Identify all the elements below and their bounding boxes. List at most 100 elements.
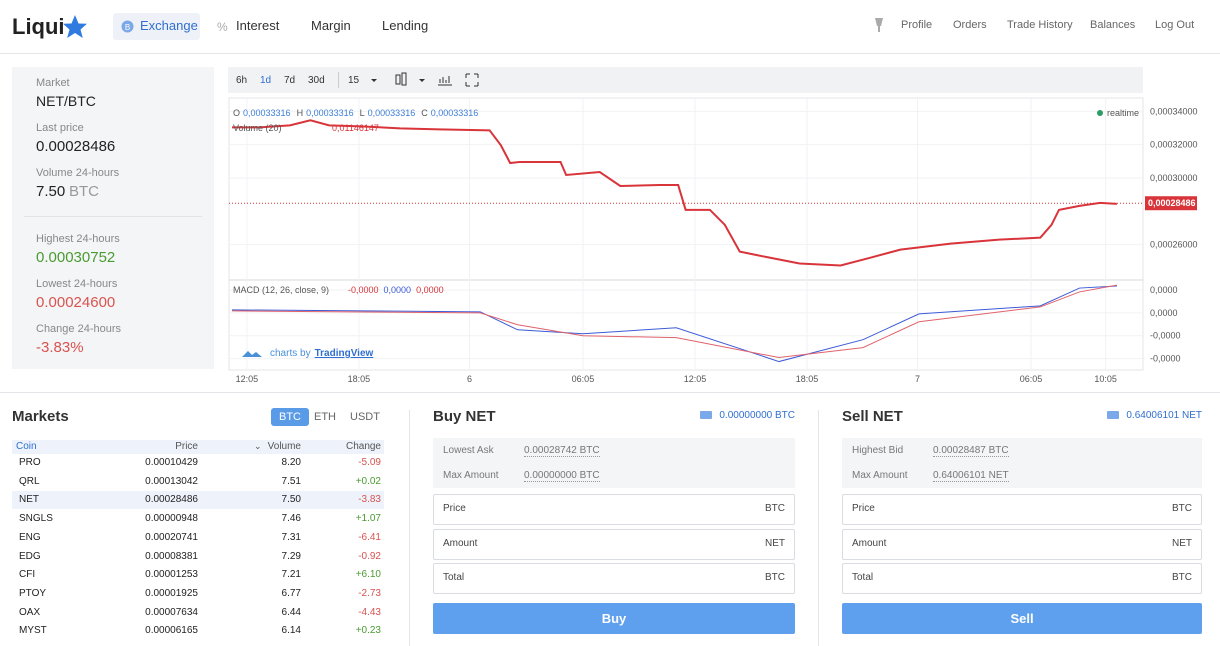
submit-button[interactable]: Buy [433, 603, 795, 634]
macd-tick-label: 0,0000 [1150, 285, 1178, 295]
top-nav: Liqui B % [0, 0, 1220, 54]
stat-label: Highest 24-hours [36, 233, 120, 245]
coin-cell[interactable]: SNGLS [19, 513, 53, 525]
input-box[interactable] [842, 563, 1202, 594]
market-tab[interactable]: ETH [314, 411, 336, 423]
input-unit: BTC [1172, 503, 1192, 514]
x-tick-label: 10:05 [1094, 374, 1117, 384]
ohlc-key: L [360, 108, 365, 118]
stat-value: 0.00028486 [36, 138, 116, 155]
credit-brand: TradingView [315, 348, 374, 359]
x-tick-label: 7 [915, 374, 920, 384]
input-box[interactable] [842, 528, 1202, 560]
input-box[interactable] [842, 494, 1202, 525]
market-tab[interactable]: BTC [271, 408, 309, 426]
coin-cell[interactable]: PTOY [19, 587, 47, 599]
coin-cell[interactable]: MYST [19, 625, 47, 637]
sort-arrow: ⌄ [254, 441, 262, 451]
column-header[interactable]: Price [175, 441, 198, 452]
order-title: Sell NET [842, 408, 903, 425]
input-box[interactable] [433, 528, 795, 560]
brand[interactable]: Liqui [12, 14, 65, 39]
y-tick-label: 0,00030000 [1150, 173, 1198, 183]
credit: charts by [270, 348, 311, 359]
status: realtime [1107, 108, 1139, 118]
balance: 0.00000000 BTC [719, 410, 795, 421]
nav-item[interactable]: Interest [236, 18, 280, 33]
account-link[interactable]: Trade History [1007, 19, 1073, 31]
coin-cell[interactable]: OAX [19, 606, 41, 618]
market-cell: 0.00001925 [145, 587, 198, 599]
account-link[interactable]: Log Out [1155, 19, 1195, 31]
macd-line [231, 285, 1117, 363]
chart-toolbar [228, 67, 1143, 93]
nav-item[interactable]: Margin [311, 18, 351, 33]
market-cell: +0.02 [355, 475, 381, 487]
range-button[interactable]: 1d [260, 75, 272, 86]
market-cell: 7.31 [281, 531, 301, 543]
input-unit: NET [1172, 537, 1192, 549]
x-tick-label: 12:05 [684, 374, 707, 384]
coin-cell[interactable]: EDG [19, 550, 41, 562]
market-cell: +1.07 [355, 513, 381, 525]
market-cell: 7.50 [281, 494, 301, 506]
ohlc-key: C [421, 108, 428, 118]
market-cell: 0.00020741 [145, 531, 198, 543]
input-label: Total [852, 572, 874, 583]
stat-value: 7.50 [36, 183, 66, 200]
input-label: Amount [443, 537, 478, 549]
input-box[interactable] [433, 563, 795, 594]
info-label: Highest Bid [852, 445, 904, 456]
range-button[interactable]: 7d [284, 75, 296, 86]
account-link[interactable]: Profile [901, 19, 933, 31]
balance: 0.64006101 NET [1126, 410, 1202, 421]
input-box[interactable] [433, 494, 795, 525]
column-header[interactable]: Volume [267, 441, 301, 452]
market-cell: 0.00008381 [145, 550, 198, 562]
macd-value: 0,0000 [384, 285, 412, 295]
column-header[interactable]: Coin [16, 441, 37, 452]
nav-item[interactable]: Lending [382, 18, 429, 33]
market-cell: 0.00000948 [145, 513, 198, 525]
account-link[interactable]: Balances [1090, 19, 1136, 31]
x-tick-label: 06:05 [1020, 374, 1043, 384]
y-tick-label: 0,00034000 [1150, 106, 1198, 116]
summary-divider [24, 216, 202, 217]
info-value: 0.64006101 NET [933, 470, 1009, 482]
toolbar-icons [371, 72, 479, 87]
coin-cell[interactable]: ENG [19, 531, 41, 543]
market-cell: -3.83 [358, 494, 381, 506]
range-button[interactable]: 6h [236, 75, 248, 86]
tradingview-logo [242, 351, 262, 357]
market-tab[interactable]: USDT [350, 411, 380, 423]
info-label: Max Amount [852, 470, 908, 481]
market-label: Market [36, 77, 70, 89]
market-cell: +6.10 [355, 569, 381, 581]
coin-cell[interactable]: CFI [19, 569, 36, 581]
market-cell: 0.00010429 [145, 457, 198, 468]
column-header[interactable]: Change [345, 441, 381, 452]
last-price-label: 0,00028486 [1148, 198, 1196, 208]
stat-value: 0.00024600 [36, 294, 116, 311]
coin-cell[interactable]: PRO [19, 457, 41, 468]
brand-star [63, 15, 87, 38]
market-cell: 8.20 [281, 457, 301, 468]
submit-button[interactable]: Sell [842, 603, 1202, 634]
account-link[interactable]: Orders [953, 19, 987, 31]
range-button[interactable]: 30d [308, 75, 325, 86]
market-cell: -6.41 [358, 531, 381, 543]
info-box [433, 438, 795, 488]
markets-title: Markets [12, 408, 69, 425]
market-cell: 0.00028486 [145, 494, 198, 506]
stat-value: -3.83% [36, 339, 84, 356]
interval[interactable]: 15 [348, 75, 360, 86]
ohlc-key: O [233, 108, 240, 118]
info-value: 0.00028742 BTC [524, 445, 600, 457]
coin-cell[interactable]: QRL [19, 475, 40, 487]
nav-item[interactable]: Exchange [140, 18, 198, 33]
x-tick-label: 18:05 [796, 374, 819, 384]
coin-cell[interactable]: NET [19, 494, 39, 506]
macd-value: -0,0000 [348, 285, 379, 295]
input-label: Amount [852, 537, 887, 549]
